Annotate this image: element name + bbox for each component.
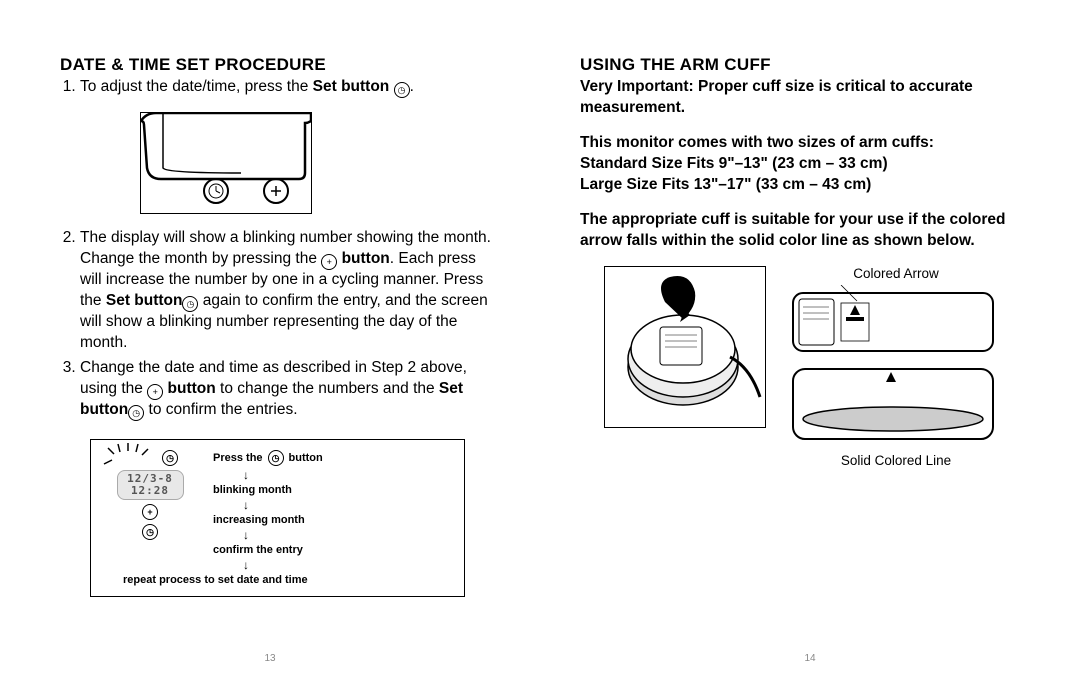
lcd-display: 12/3-8 12:28 [117,470,184,500]
figure-cuff-flat-top [791,285,1001,360]
page-spread: DATE & TIME SET PROCEDURE To adjust the … [0,0,1080,678]
clock-icon: ◷ [182,296,198,312]
arrow-down-icon [213,468,249,482]
clock-icon: ◷ [142,524,158,540]
figure-cuff-flat-bottom [791,364,1001,449]
figure-device-buttons [140,112,312,214]
arrow-down-icon [213,498,249,512]
procedure-list: To adjust the date/time, press the Set b… [60,77,495,421]
heading-cuff: USING THE ARM CUFF [580,55,1025,75]
plus-icon: + [147,384,163,400]
plus-icon: + [142,504,158,520]
clock-icon: ◷ [128,405,144,421]
cuff-flat-column: Colored Arrow [791,266,1001,468]
page-right: USING THE ARM CUFF Very Important: Prope… [540,0,1080,678]
page-number: 13 [0,653,540,664]
para-appropriate: The appropriate cuff is suitable for you… [580,210,1025,252]
device-illustration [141,113,311,213]
page-left: DATE & TIME SET PROCEDURE To adjust the … [0,0,540,678]
flow-right-col: Press the ◷ button blinking month increa… [213,450,450,586]
para-important: Very Important: Proper cuff size is crit… [580,77,1025,119]
plus-icon: + [321,254,337,270]
cuff-flat-bottom-illustration [791,364,1001,449]
cuff-wrap-illustration [605,267,765,427]
cuff-figures: Colored Arrow [580,266,1025,468]
clock-icon: ◷ [268,450,284,466]
para-sizes: This monitor comes with two sizes of arm… [580,133,1025,196]
step-1: To adjust the date/time, press the Set b… [80,77,495,214]
flow-left-col: ◷ 12/3-8 12:28 + ◷ [105,450,195,586]
burst-icon [100,442,180,472]
clock-icon: ◷ [394,82,410,98]
label-solid-line: Solid Colored Line [841,453,951,468]
cuff-flat-top-illustration [791,285,1001,360]
step-3: Change the date and time as described in… [80,358,495,421]
heading-date-time: DATE & TIME SET PROCEDURE [60,55,495,75]
page-number: 14 [540,653,1080,664]
figure-cuff-wrap [604,266,766,428]
label-colored-arrow: Colored Arrow [853,266,939,281]
flow-diagram: ◷ 12/3-8 12:28 + ◷ Press the ◷ button bl… [90,439,465,597]
arrow-down-icon [213,528,249,542]
arrow-down-icon [213,558,249,572]
step-2: The display will show a blinking number … [80,228,495,354]
